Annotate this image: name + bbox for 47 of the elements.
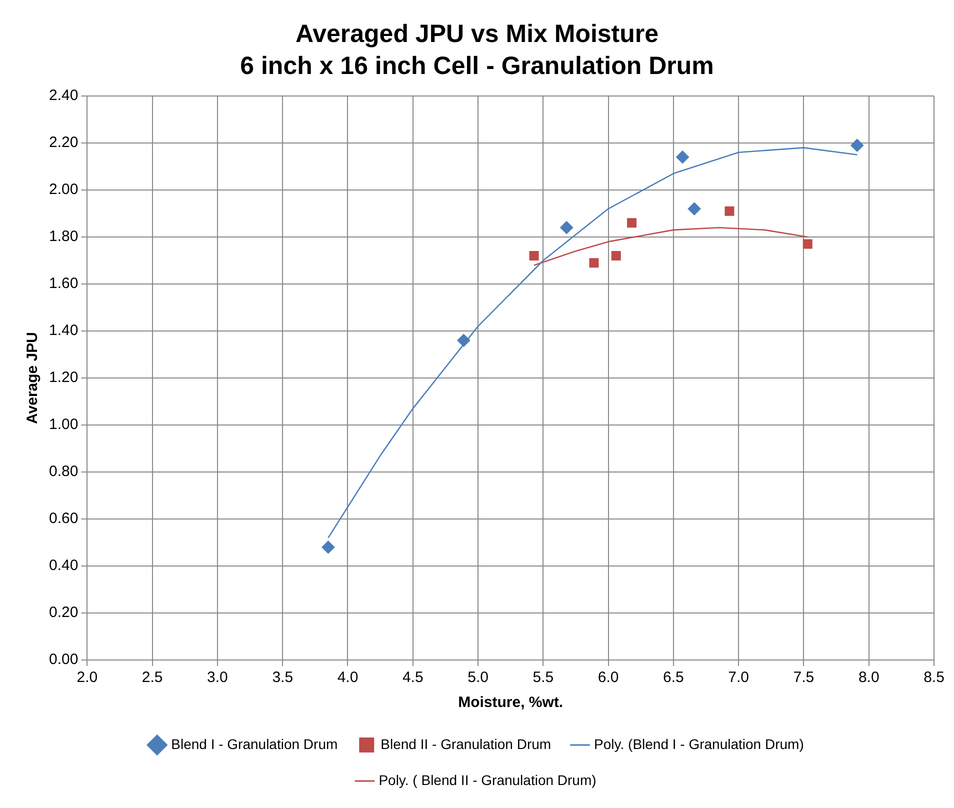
y-tick-label: 0.00 <box>48 651 78 668</box>
x-tick-label: 2.0 <box>76 669 98 686</box>
x-tick-label: 8.5 <box>924 669 944 686</box>
chart-subtitle: 6 inch x 16 inch Cell - Granulation Drum <box>240 52 714 80</box>
y-tick-label: 0.40 <box>48 557 78 574</box>
point <box>676 150 690 164</box>
x-tick-label: 5.5 <box>532 669 554 686</box>
x-tick-label: 7.0 <box>728 669 750 686</box>
y-tick-label: 0.20 <box>48 604 78 622</box>
point <box>724 206 734 216</box>
legend-label: Blend I - Granulation Drum <box>171 736 338 752</box>
y-tick-label: 1.80 <box>48 228 78 246</box>
y-tick-label: 0.80 <box>48 463 78 480</box>
legend-label: Blend II - Granulation Drum <box>380 736 552 752</box>
y-tick-label: 2.40 <box>48 87 78 104</box>
point <box>611 251 621 261</box>
x-tick-label: 7.5 <box>793 669 814 686</box>
x-tick-label: 6.0 <box>598 669 619 686</box>
chart-title: Averaged JPU vs Mix Moisture <box>295 20 659 48</box>
x-tick-label: 8.0 <box>858 669 880 686</box>
legend-label: Poly. (Blend I - Granulation Drum) <box>594 736 804 752</box>
point <box>688 202 701 216</box>
y-tick-label: 1.40 <box>48 322 78 340</box>
y-tick-label: 0.60 <box>48 510 78 528</box>
x-tick-label: 6.5 <box>663 669 684 686</box>
y-tick-label: 1.20 <box>48 369 78 386</box>
point <box>457 334 470 347</box>
x-axis-title: Moisture, %wt. <box>458 694 564 712</box>
y-tick-label: 2.20 <box>48 134 78 152</box>
y-tick-label: 1.00 <box>48 416 78 434</box>
point <box>850 138 864 152</box>
x-tick-label: 4.0 <box>337 669 358 686</box>
x-tick-label: 3.5 <box>272 669 294 686</box>
x-tick-label: 3.0 <box>207 669 228 686</box>
point <box>627 218 636 228</box>
x-tick-label: 4.5 <box>402 669 424 686</box>
point <box>529 251 539 261</box>
point <box>802 239 812 249</box>
y-axis-title: Average JPU <box>24 332 42 424</box>
x-tick-label: 2.5 <box>142 669 163 686</box>
x-tick-label: 5.0 <box>468 669 488 686</box>
y-tick-label: 2.00 <box>48 181 78 198</box>
point <box>589 258 599 268</box>
legend-label: Poly. ( Blend II - Granulation Drum) <box>378 772 596 788</box>
point <box>560 221 574 234</box>
point <box>322 540 335 554</box>
y-tick-label: 1.60 <box>48 275 78 292</box>
